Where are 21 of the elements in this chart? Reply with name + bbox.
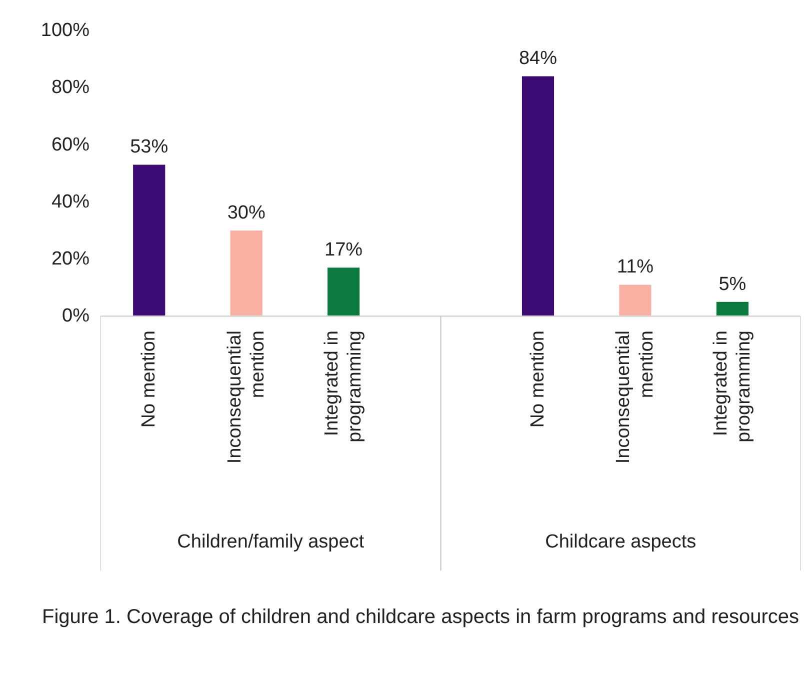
y-tick-label: 20% — [51, 248, 90, 270]
data-label: 17% — [324, 240, 363, 260]
y-tick-label: 60% — [51, 134, 90, 156]
y-tick-label: 80% — [51, 77, 90, 98]
x-tick-label: Inconsequential mention — [613, 330, 658, 464]
data-label: 53% — [130, 136, 168, 158]
data-label: 84% — [518, 48, 558, 70]
data-label: 11% — [616, 256, 654, 278]
x-tick-label: Integrated in programming — [322, 330, 366, 442]
data-label: 5% — [718, 274, 746, 295]
x-tick-label: Inconsequential mention — [224, 330, 268, 464]
caption: Figure 1. Coverage of children and childcare aspects in farm programs and resources — [42, 605, 800, 630]
y-tick-label: 40% — [51, 191, 90, 212]
data-label: 30% — [227, 202, 266, 224]
y-tick-label: 100% — [40, 20, 90, 41]
text: Childcare aspects — [545, 531, 696, 552]
x-tick-label: No mention — [138, 330, 160, 428]
x-tick-label: Integrated in programming — [710, 330, 754, 442]
x-tick-label: No mention — [528, 330, 548, 428]
text: Children/family aspect — [177, 531, 365, 552]
y-tick-label: 0% — [62, 306, 90, 327]
